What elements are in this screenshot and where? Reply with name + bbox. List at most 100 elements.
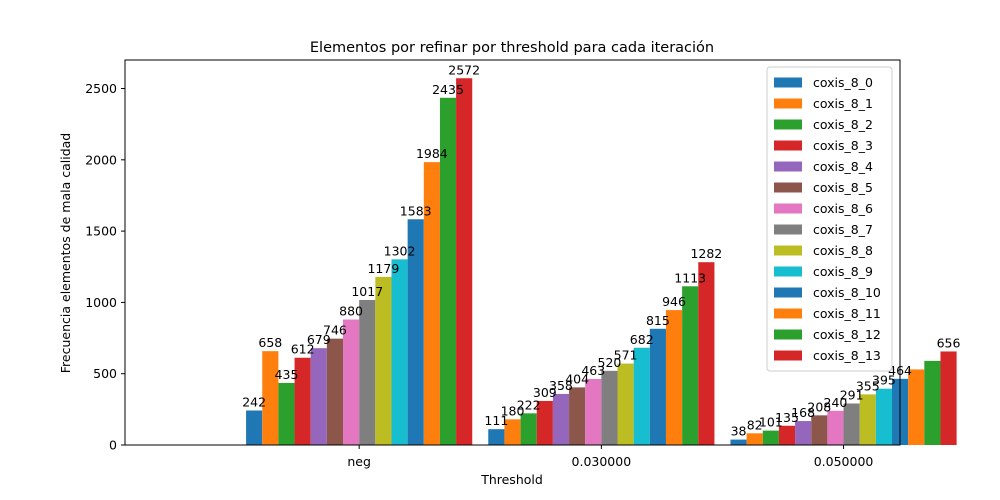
bar-value-label: 208 <box>807 399 831 414</box>
bar-coxis_8_7-neg <box>359 299 376 445</box>
bar-value-label: 358 <box>549 378 573 393</box>
bar-value-label: 240 <box>824 395 848 410</box>
bar-value-label: 291 <box>840 388 864 403</box>
legend-label: coxis_8_11 <box>813 306 881 321</box>
bar-coxis_8_6-0.050000 <box>827 410 844 445</box>
legend-swatch <box>774 182 802 193</box>
x-tick-label: neg <box>347 454 371 469</box>
legend: coxis_8_0 coxis_8_1 coxis_8_2 coxis_8_3coxi… <box>766 66 893 372</box>
bar-coxis_8_2-neg <box>278 382 295 445</box>
bar-value-label: 1017 <box>351 284 383 299</box>
bar-value-label: 309 <box>533 385 557 400</box>
bar-value-label: 404 <box>565 371 589 386</box>
legend-swatch <box>774 245 802 256</box>
legend-label: coxis_8_3 <box>813 138 873 153</box>
legend-label: coxis_8_8 <box>813 243 873 258</box>
chart-title: Elementos por refinar por threshold para… <box>310 40 714 56</box>
bar-value-label: 82 <box>747 417 763 432</box>
legend-label: coxis_8_0 <box>813 75 873 90</box>
bar-coxis_8_4-0.030000 <box>552 393 570 445</box>
bar-value-label: 1113 <box>674 270 706 285</box>
y-tick-label: 2500 <box>85 81 117 96</box>
y-tick-label: 1000 <box>85 295 117 310</box>
legend-label: coxis_8_4 <box>813 159 873 174</box>
legend-swatch <box>774 77 802 88</box>
bar-coxis_8_9-0.030000 <box>633 347 650 445</box>
legend-swatch <box>774 98 802 109</box>
bar-value-label: 168 <box>791 405 815 420</box>
bar-coxis_8_8-0.050000 <box>859 394 876 445</box>
legend-swatch <box>774 140 802 151</box>
bar-value-label: 682 <box>630 332 654 347</box>
bar-value-label: 815 <box>646 313 670 328</box>
bar-coxis_8_9-0.050000 <box>875 388 892 445</box>
bar-value-label: 746 <box>323 323 347 338</box>
bar-value-labels: 242 111 38 658 180 82 435 222 101 612 309 135 679 358… <box>242 62 960 438</box>
bar-coxis_8_5-neg <box>326 338 344 445</box>
bar-coxis_8_8-0.030000 <box>617 363 634 445</box>
bar-coxis_8_13-0.030000 <box>698 262 715 445</box>
bar-coxis_8_1-neg <box>262 351 279 445</box>
bar-coxis_8_10-0.030000 <box>649 328 666 445</box>
legend-swatch <box>774 350 802 361</box>
legend-swatch <box>774 266 802 277</box>
bar-coxis_8_10-neg <box>407 219 424 445</box>
bar-coxis_8_5-0.050000 <box>811 415 828 445</box>
bar-coxis_8_2-0.050000 <box>762 430 779 445</box>
legend-swatch <box>774 203 802 214</box>
bar-coxis_8_6-neg <box>343 319 360 445</box>
y-tick-label: 500 <box>93 366 117 381</box>
legend-swatch <box>774 161 802 172</box>
bar-value-label: 38 <box>731 424 747 439</box>
bar-value-label: 222 <box>517 397 541 412</box>
bar-coxis_8_4-0.050000 <box>795 421 812 445</box>
axis-ticks: neg 0.030000 0.050000 0 500 1000 1500 2000 2500 <box>85 81 873 469</box>
bar-coxis_8_3-0.030000 <box>536 400 553 445</box>
bar-coxis_8_0-neg <box>246 410 263 445</box>
y-axis-label: Frecuencia elementos de mala calidad <box>58 133 73 373</box>
legend-label: coxis_8_12 <box>813 327 881 342</box>
bar-value-label: 946 <box>662 294 686 309</box>
y-tick-label: 1500 <box>85 224 117 239</box>
bar-coxis_8_6-0.030000 <box>585 378 602 445</box>
legend-label: coxis_8_5 <box>813 180 873 195</box>
bar-coxis_8_1-0.050000 <box>746 433 763 445</box>
bar-coxis_8_13-0.050000 <box>940 351 957 445</box>
bar-value-label: 242 <box>242 394 266 409</box>
bar-value-label: 679 <box>307 332 331 347</box>
bar-coxis_8_3-0.050000 <box>778 425 796 445</box>
bar-value-label: 180 <box>501 403 525 418</box>
bar-coxis_8_2-0.030000 <box>520 413 537 445</box>
bar-value-label: 111 <box>484 413 508 428</box>
bar-value-label: 520 <box>598 355 622 370</box>
y-tick-label: 0 <box>109 438 117 453</box>
legend-swatch <box>774 308 802 319</box>
bar-value-label: 658 <box>258 335 282 350</box>
legend-swatch <box>774 329 802 340</box>
bar-value-label: 612 <box>291 342 315 357</box>
bar-coxis_8_11-0.050000 <box>908 369 925 445</box>
bar-coxis_8_11-neg <box>423 162 440 445</box>
bar-value-label: 1583 <box>400 203 432 218</box>
bar-coxis_8_9-neg <box>391 259 408 445</box>
x-tick-label: 0.030000 <box>572 454 632 469</box>
x-tick-label: 0.050000 <box>814 454 874 469</box>
bar-value-label: 880 <box>339 304 363 319</box>
bar-coxis_8_12-0.030000 <box>682 286 699 445</box>
bar-coxis_8_7-0.050000 <box>843 403 860 445</box>
bar-value-label: 2435 <box>432 82 464 97</box>
legend-label: coxis_8_13 <box>813 348 881 363</box>
bar-coxis_8_1-0.030000 <box>504 419 521 445</box>
bar-coxis_8_12-0.050000 <box>924 360 941 445</box>
legend-box <box>766 66 893 372</box>
bar-coxis_8_0-0.050000 <box>730 439 747 445</box>
legend-swatch <box>774 119 802 130</box>
bar-value-label: 355 <box>856 378 880 393</box>
legend-label: coxis_8_1 <box>813 96 873 111</box>
bar-coxis_8_5-0.030000 <box>569 387 586 445</box>
plot-area-frame <box>124 59 901 446</box>
bar-value-label: 1302 <box>384 243 416 258</box>
bar-value-label: 135 <box>775 410 799 425</box>
bar-coxis_8_13-neg <box>456 78 473 445</box>
